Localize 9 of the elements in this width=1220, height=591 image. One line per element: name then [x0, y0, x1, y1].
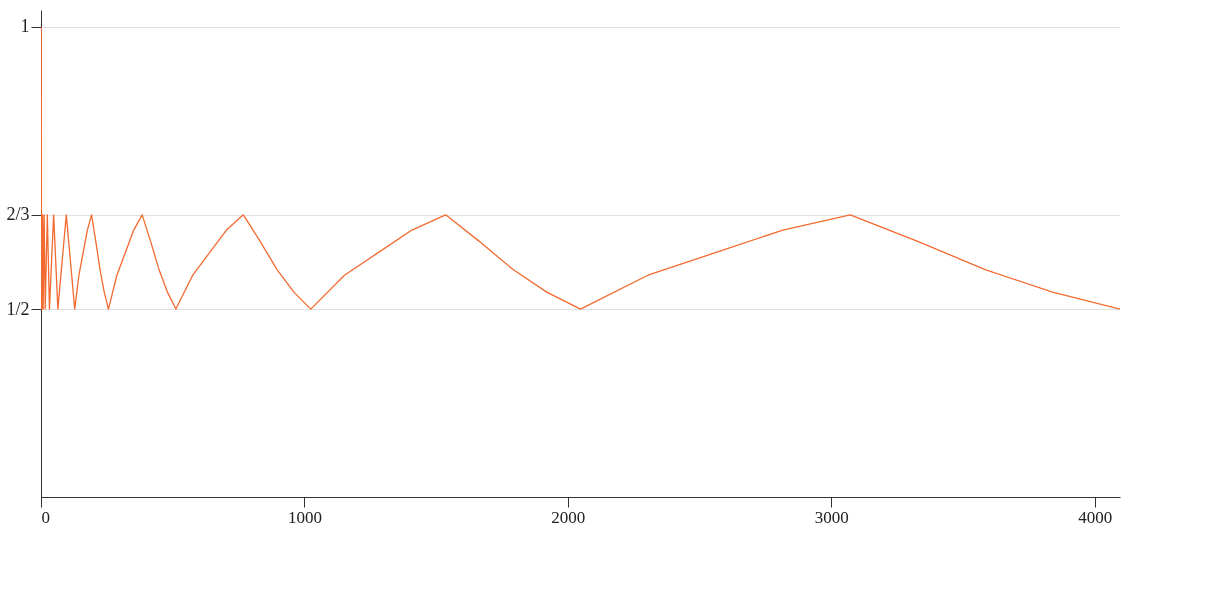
x-tick-label: 3000 [814, 507, 849, 527]
x-tick-label: 2000 [551, 507, 586, 527]
y-tick-label: 1/2 [6, 298, 30, 319]
x-tick-label: 4000 [1078, 507, 1113, 527]
x-tick-label: 1000 [287, 507, 322, 527]
line-series [41, 26, 1120, 310]
y-tick-label: 2/3 [6, 204, 30, 225]
x-tick-label: 0 [41, 507, 50, 527]
y-tick-label: 1 [20, 16, 30, 37]
